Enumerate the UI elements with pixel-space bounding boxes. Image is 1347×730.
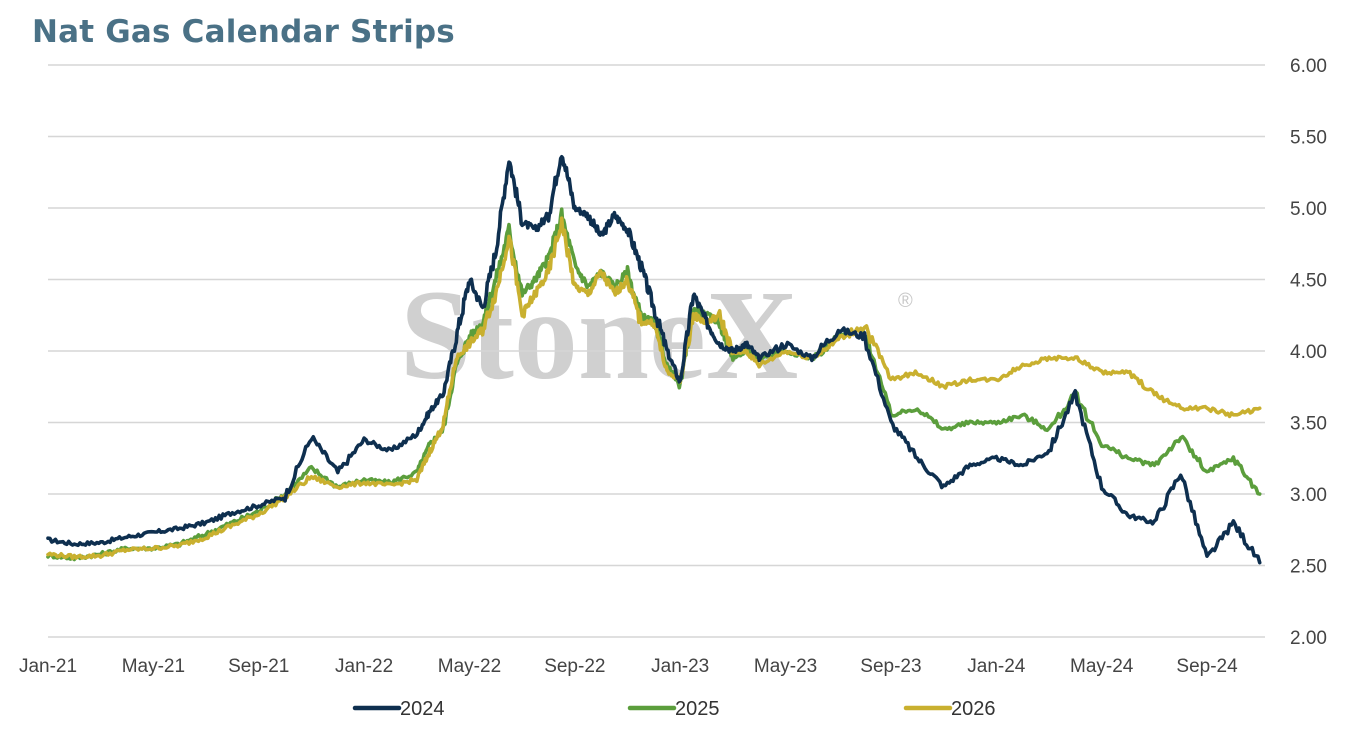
series-line-2024 <box>46 155 1262 565</box>
y-tick-label: 2.00 <box>1290 628 1327 649</box>
y-tick-label: 5.50 <box>1290 128 1327 149</box>
y-tick-label: 5.00 <box>1290 199 1327 220</box>
series-line-2025 <box>46 207 1262 562</box>
x-tick-label: Jan-24 <box>967 656 1026 677</box>
x-tick-label: Sep-21 <box>228 656 289 677</box>
x-tick-label: Jan-21 <box>19 656 77 677</box>
watermark-registered-mark: ® <box>898 290 913 312</box>
x-tick-label: May-21 <box>122 656 185 677</box>
chart-title: Nat Gas Calendar Strips <box>32 14 455 50</box>
x-tick-label: Sep-22 <box>544 656 605 677</box>
x-tick-label: Jan-23 <box>651 656 709 677</box>
y-tick-label: 3.50 <box>1290 414 1327 435</box>
legend-label-2024: 2024 <box>400 698 445 720</box>
x-tick-label: May-23 <box>754 656 817 677</box>
legend-label-2025: 2025 <box>675 698 720 720</box>
legend-label-2026: 2026 <box>951 698 996 720</box>
y-tick-label: 4.00 <box>1290 342 1327 363</box>
x-axis-ticks: Jan-21 May-21 Sep-21 Jan-22 May-22 Sep-22 Jan-… <box>19 656 1238 677</box>
series-line-2026 <box>46 216 1262 561</box>
y-tick-label: 6.00 <box>1290 56 1327 77</box>
x-tick-label: May-22 <box>438 656 501 677</box>
series-lines <box>46 155 1262 565</box>
x-tick-label: May-24 <box>1070 656 1134 677</box>
watermark-text: StoneX <box>400 264 798 406</box>
x-tick-label: Sep-24 <box>1176 656 1238 677</box>
y-axis-ticks: 2.00 2.50 3.00 3.50 4.00 4.50 5.00 5.50 6.00 <box>1290 56 1327 649</box>
x-tick-label: Sep-23 <box>860 656 921 677</box>
x-tick-label: Jan-22 <box>335 656 393 677</box>
gridlines <box>48 64 1265 638</box>
y-tick-label: 4.50 <box>1290 271 1327 292</box>
y-tick-label: 2.50 <box>1290 557 1327 578</box>
y-tick-label: 3.00 <box>1290 485 1327 506</box>
legend: 2024 2025 2026 <box>352 698 996 720</box>
